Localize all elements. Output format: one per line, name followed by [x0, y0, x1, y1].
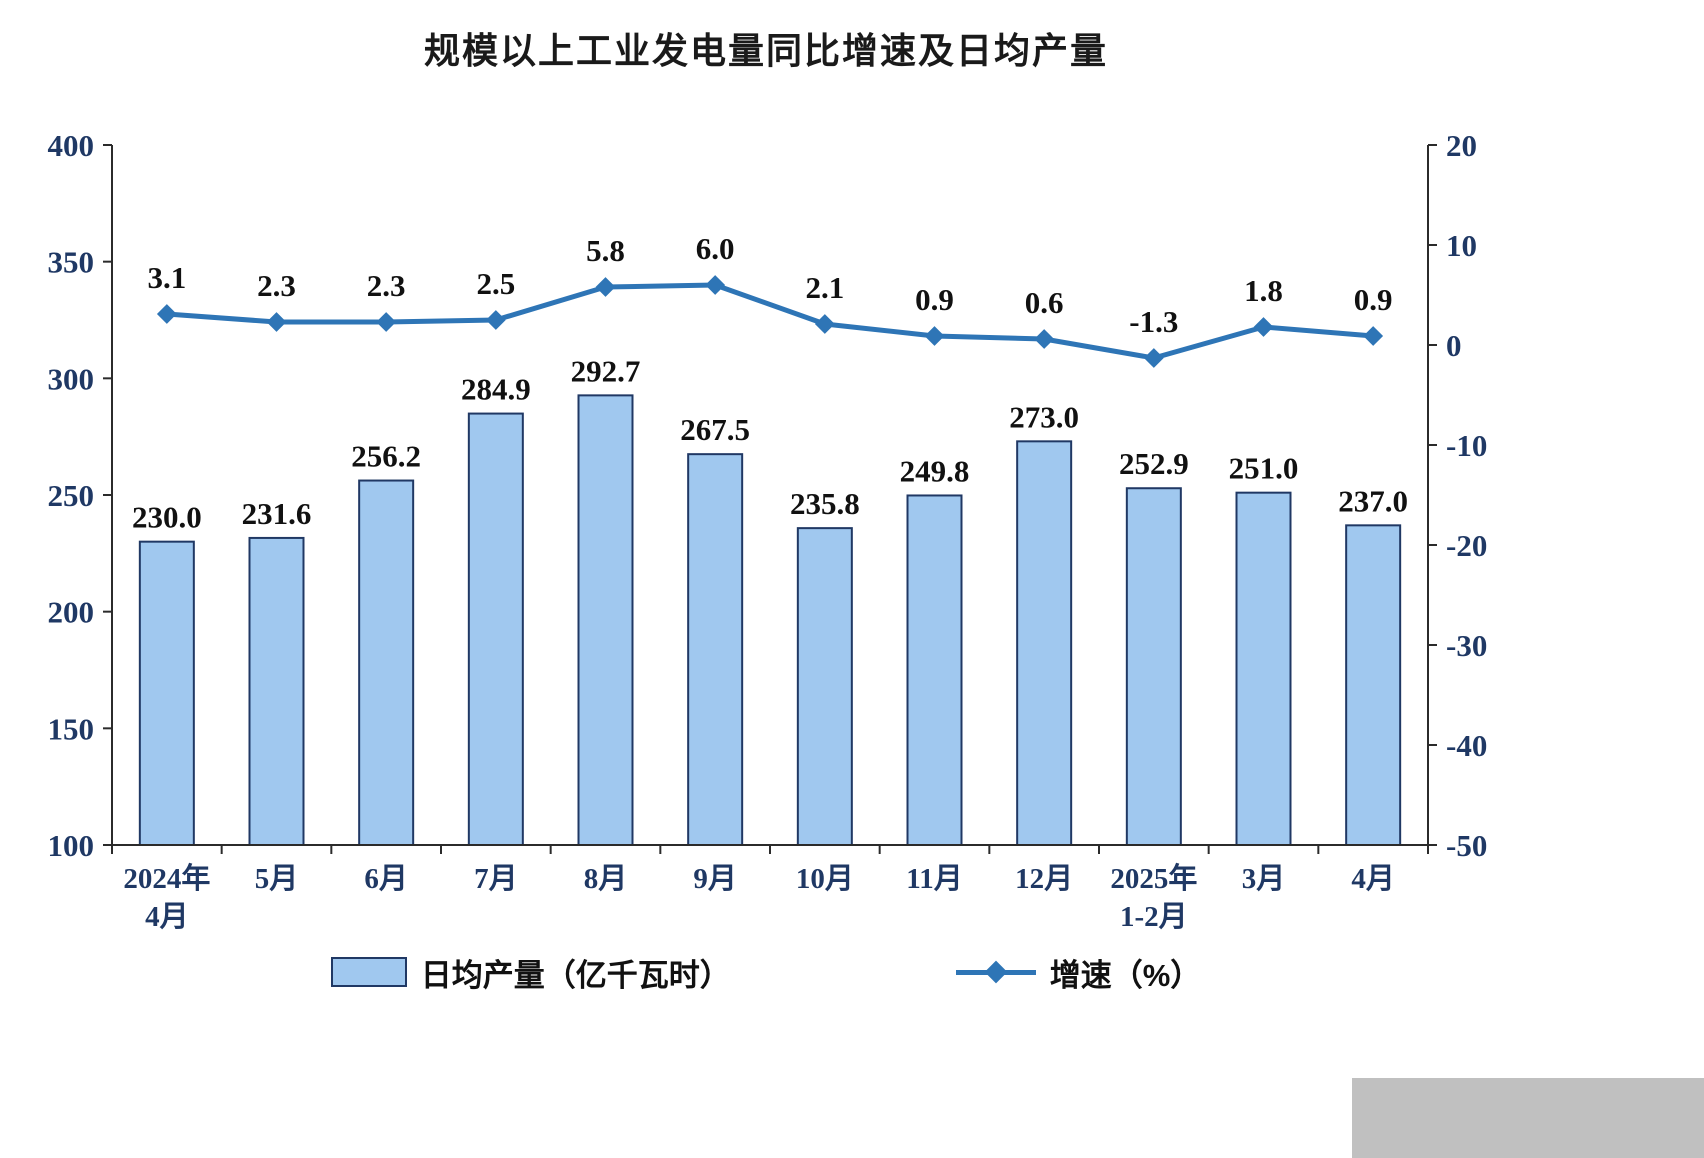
line-value-label: 0.9 [915, 282, 954, 317]
bar-value-label: 292.7 [571, 353, 641, 388]
chart-legend: 日均产量（亿千瓦时） 增速（%） [0, 942, 1532, 1002]
chart-title: 规模以上工业发电量同比增速及日均产量 [423, 30, 1108, 71]
y2-axis-tick-label: 10 [1446, 228, 1477, 263]
bar-value-label: 249.8 [900, 453, 970, 488]
legend-line-label: 增速（%） [1049, 957, 1202, 993]
y2-axis-tick-label: -30 [1446, 628, 1487, 663]
bar [687, 453, 744, 846]
bar-value-label: 235.8 [790, 486, 860, 521]
bar-value-label: 256.2 [351, 439, 421, 474]
x-axis-label: 11月 [906, 863, 962, 895]
window-background-corner [1352, 1078, 1704, 1158]
line-marker-diamond [266, 312, 287, 332]
y-axis-tick-label: 300 [48, 361, 95, 396]
bar-value-label: 273.0 [1009, 399, 1079, 434]
bar-value-label: 251.0 [1229, 451, 1299, 486]
line-value-label: 2.5 [476, 266, 515, 301]
x-axis-label: 9月 [693, 863, 737, 895]
line-marker-diamond [156, 304, 177, 324]
y-axis-tick-label: 100 [48, 828, 95, 863]
line-marker-diamond [1363, 326, 1384, 346]
y-axis-tick-label: 400 [48, 128, 95, 163]
line-marker-diamond [595, 277, 616, 297]
y2-axis-tick-label: 0 [1446, 328, 1462, 363]
line-marker-diamond [814, 314, 835, 334]
line-value-label: 0.6 [1025, 285, 1064, 320]
y-axis-tick-label: 250 [48, 478, 95, 513]
bar-value-label: 284.9 [461, 372, 531, 407]
line-marker-diamond [705, 275, 726, 295]
bar [577, 394, 634, 846]
bar [1016, 440, 1073, 846]
x-axis-label: 2025年 1-2月 [1110, 861, 1197, 933]
y-axis-tick-label: 200 [48, 595, 95, 630]
y2-axis-tick-label: -40 [1446, 728, 1487, 763]
y-axis-tick-label: 150 [48, 711, 95, 746]
x-axis-label: 2024年 4月 [123, 861, 210, 933]
line-marker-diamond [376, 312, 397, 332]
bar-value-label: 252.9 [1119, 446, 1189, 481]
bar [1345, 524, 1402, 846]
bar [1235, 491, 1292, 846]
bar-value-label: 231.6 [242, 496, 312, 531]
line-value-label: 0.9 [1354, 282, 1393, 317]
line-marker-diamond [1143, 348, 1164, 368]
bar-value-label: 230.0 [132, 500, 202, 535]
line-marker-diamond [1253, 317, 1274, 337]
bar [1125, 487, 1182, 846]
bar [906, 494, 963, 846]
y2-axis-tick-label: -50 [1446, 828, 1487, 863]
line-value-label: 5.8 [586, 233, 625, 268]
line-series-marker-icon [955, 957, 1036, 987]
growth-line [164, 282, 1376, 361]
y2-axis-tick-label: -20 [1446, 528, 1487, 563]
legend-bar-label: 日均产量（亿千瓦时） [420, 957, 731, 993]
line-value-label: 2.1 [805, 270, 844, 305]
line-value-label: 2.3 [367, 268, 406, 303]
bar [248, 536, 305, 847]
chart-svg: 100 150 200 250 300 350 400 -50 -40 -30 -20 -10 0 10 2… [48, 128, 1488, 933]
line-marker-diamond [485, 310, 506, 330]
y2-axis-tick-label: 20 [1446, 128, 1477, 163]
legend-item-line: 增速（%） [955, 950, 1202, 995]
bar-series-swatch-icon [330, 957, 407, 987]
line-value-label: 3.1 [147, 260, 186, 295]
x-axis-label: 12月 [1015, 863, 1073, 895]
bar [138, 540, 195, 847]
x-axis-label: 10月 [796, 863, 854, 895]
y2-axis-tick-label: -10 [1446, 428, 1487, 463]
bar [358, 479, 415, 846]
x-axis-label: 6月 [364, 863, 408, 895]
x-axis-label: 8月 [584, 863, 628, 895]
legend-item-bar: 日均产量（亿千瓦时） [330, 950, 731, 995]
bar-value-label: 237.0 [1338, 483, 1408, 518]
x-axis-label: 3月 [1242, 863, 1286, 895]
x-axis-label: 4月 [1351, 863, 1395, 895]
line-value-label: 1.8 [1244, 273, 1283, 308]
line-marker-diamond [1034, 329, 1055, 349]
line-value-label: 6.0 [696, 231, 735, 266]
y-axis-tick-label: 350 [48, 245, 95, 280]
line-marker-diamond [924, 326, 945, 346]
line-value-label: 2.3 [257, 268, 296, 303]
bar-value-label: 267.5 [680, 412, 750, 447]
x-axis-label: 7月 [474, 863, 518, 895]
line-value-label: -1.3 [1129, 304, 1178, 339]
bar [467, 412, 524, 846]
bar [796, 527, 853, 847]
x-axis-label: 5月 [255, 863, 299, 895]
